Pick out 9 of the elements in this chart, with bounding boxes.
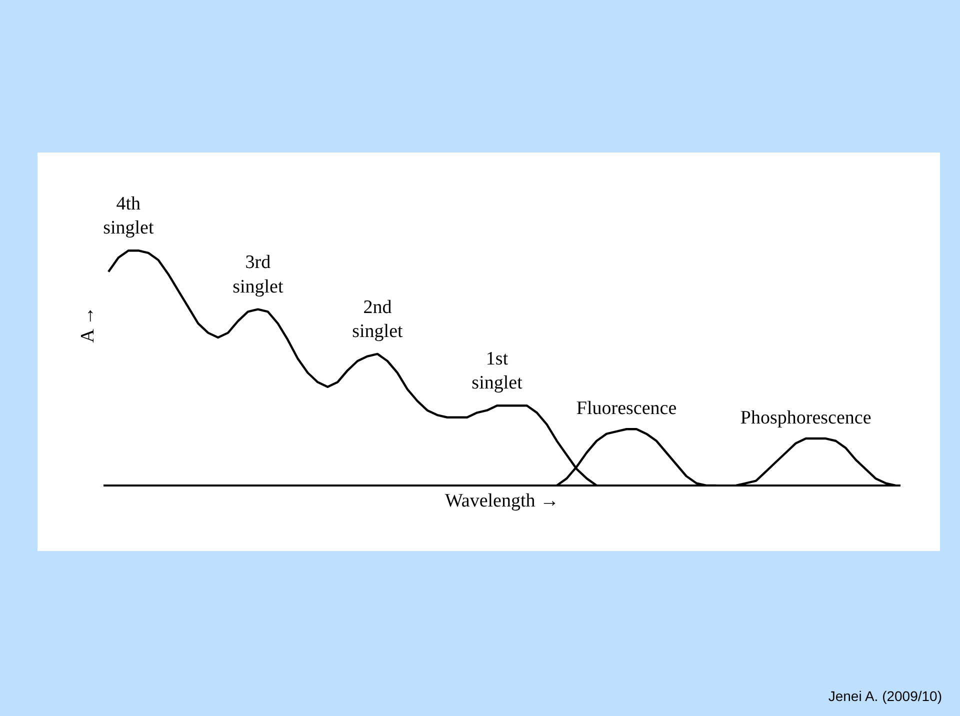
annotation: 3rd singlet	[232, 252, 284, 298]
series-label: Fluorescence	[576, 398, 677, 420]
annotation: 1st singlet	[472, 348, 524, 394]
series-label: Phosphorescence	[740, 408, 872, 429]
y-axis-title: A →	[78, 306, 98, 343]
annotation: 2nd singlet	[352, 296, 404, 342]
text: Jenei A. (2009/10)	[828, 687, 942, 706]
annotation: 4th singlet	[103, 193, 154, 239]
x-axis-title: Wavelength →	[444, 490, 560, 512]
